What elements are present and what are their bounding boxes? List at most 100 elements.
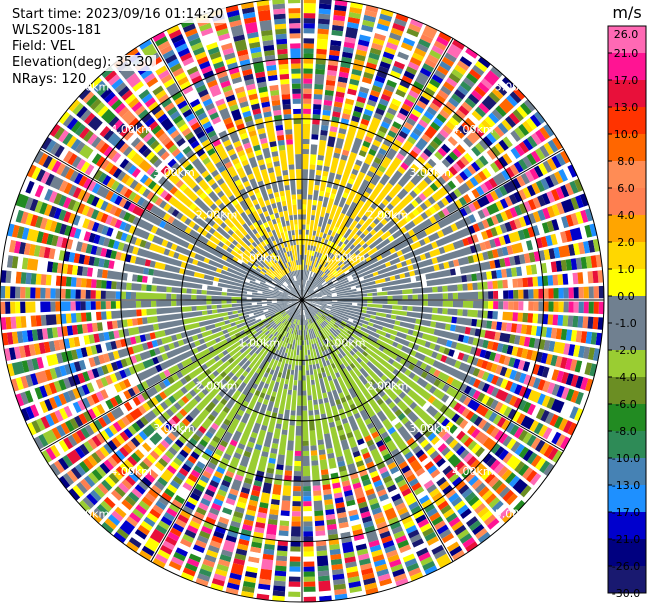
colorbar-ticks: 26.021.017.013.010.08.06.04.02.01.00.0-1…: [608, 25, 640, 600]
velocity-gate-group: [296, 264, 299, 271]
velocity-gate-group: [302, 52, 457, 300]
field-label: Field: VEL: [12, 39, 78, 55]
velocity-gate-group: [181, 418, 191, 427]
velocity-gate-group: [193, 126, 203, 135]
velocity-gate-group: [275, 500, 291, 567]
velocity-gate-group: [91, 320, 118, 332]
velocity-gate-group: [366, 461, 397, 521]
velocity-gate-group: [39, 217, 48, 230]
velocity-gate-group: [43, 341, 51, 353]
range-ring-label: 5.00km: [68, 508, 110, 521]
velocity-gate-group: [311, 139, 318, 145]
velocity-gate-group: [115, 339, 122, 349]
velocity-gate-group: [272, 590, 286, 597]
velocity-gate-group: [525, 240, 534, 251]
velocity-gate-group: [228, 66, 240, 75]
velocity-gate-group: [141, 43, 191, 114]
velocity-gate-group: [67, 361, 119, 388]
velocity-gate-group: [578, 301, 584, 314]
velocity-gate-group: [332, 91, 345, 118]
velocity-gate-group: [273, 545, 288, 592]
velocity-gate-group: [550, 261, 558, 273]
velocity-gate-group: [517, 399, 527, 411]
velocity-gate-group: [164, 439, 208, 498]
velocity-gate-group: [319, 309, 513, 418]
velocity-gate-group: [481, 394, 522, 423]
velocity-gate-group: [506, 438, 546, 471]
velocity-gate-group: [430, 80, 511, 164]
velocity-gate-group: [159, 514, 189, 555]
velocity-gate-group: [113, 382, 123, 393]
velocity-gate-group: [209, 51, 222, 60]
velocity-gate-group: [447, 123, 530, 190]
velocity-gate-group: [141, 488, 159, 507]
velocity-gate-group: [224, 52, 302, 301]
velocity-gate-group: [75, 241, 298, 299]
velocity-gate-group: [326, 304, 332, 307]
velocity-gate-group: [493, 288, 544, 299]
velocity-gate-group: [420, 33, 434, 44]
velocity-gate-group: [119, 158, 130, 169]
velocity-gate-group: [454, 500, 466, 511]
velocity-gate-group: [501, 469, 513, 481]
velocity-gate-group: [344, 556, 356, 564]
velocity-gate-group: [532, 313, 539, 324]
velocity-gate-group: [543, 123, 555, 137]
velocity-gate-group: [127, 214, 136, 224]
velocity-gate-group: [303, 506, 314, 557]
velocity-gate-group: [169, 527, 182, 537]
velocity-gate-group: [364, 9, 378, 18]
velocity-gate-group: [40, 301, 96, 313]
velocity-gate-group: [356, 96, 367, 104]
velocity-gate-group: [30, 214, 39, 227]
velocity-gate-group: [264, 116, 298, 271]
velocity-gate-group: [532, 363, 540, 375]
velocity-gate-group: [80, 301, 86, 311]
velocity-gate-group: [463, 385, 535, 430]
velocity-gate-group: [21, 350, 74, 373]
velocity-gate-group: [401, 104, 425, 135]
velocity-gate-group: [177, 100, 188, 110]
velocity-gate-group: [95, 211, 104, 222]
velocity-gate-group: [247, 88, 290, 242]
velocity-gate-group: [291, 506, 301, 522]
velocity-gate-group: [85, 289, 106, 299]
velocity-gate-group: [525, 324, 563, 340]
velocity-gate-group: [418, 471, 432, 486]
velocity-gate-group: [408, 23, 422, 33]
velocity-gate-group: [132, 385, 141, 395]
velocity-gate-group: [488, 476, 500, 488]
velocity-gate-group: [427, 395, 436, 404]
velocity-gate-group: [499, 252, 536, 268]
velocity-gate-group: [498, 507, 511, 520]
velocity-gate-group: [67, 153, 133, 199]
velocity-gate-group: [119, 185, 175, 224]
velocity-gate-group: [117, 241, 125, 251]
velocity-gate-group: [355, 57, 379, 109]
velocity-gate-group: [477, 126, 551, 182]
colorbar-bin: [608, 350, 646, 378]
velocity-gate-group: [322, 228, 342, 261]
velocity-gate-group: [83, 130, 94, 142]
velocity-gate-group: [163, 369, 171, 378]
velocity-gate-group: [132, 432, 177, 479]
velocity-gate-group: [467, 184, 570, 235]
velocity-gate-group: [437, 210, 446, 219]
velocity-gate-group: [158, 93, 192, 137]
velocity-gate-group: [582, 316, 589, 329]
velocity-gate-group: [105, 301, 111, 310]
velocity-gate-group: [217, 558, 231, 567]
velocity-gate-group: [545, 223, 598, 247]
velocity-gate-group: [378, 165, 387, 173]
velocity-gate-group: [400, 42, 414, 52]
velocity-gate-group: [535, 147, 546, 161]
velocity-gate-group: [451, 39, 466, 51]
velocity-gate-group: [447, 136, 458, 147]
velocity-gate-group: [348, 277, 354, 282]
velocity-gate-group: [568, 344, 576, 356]
velocity-gate-group: [361, 567, 374, 576]
velocity-gate-group: [93, 80, 106, 93]
velocity-gate-group: [532, 274, 564, 287]
velocity-gate-group: [189, 98, 215, 134]
velocity-gate-group: [302, 173, 559, 300]
